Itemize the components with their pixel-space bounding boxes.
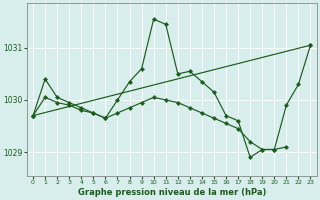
- X-axis label: Graphe pression niveau de la mer (hPa): Graphe pression niveau de la mer (hPa): [77, 188, 266, 197]
